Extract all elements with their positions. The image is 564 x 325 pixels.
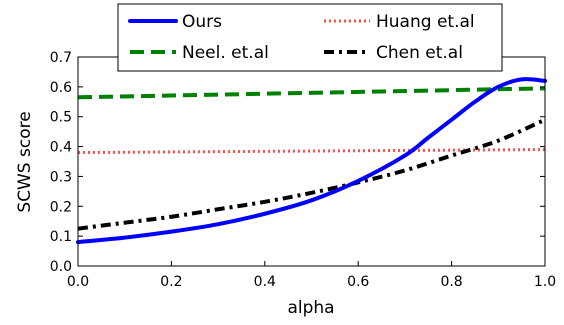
- x-tick-label: 0.2: [160, 274, 182, 290]
- y-tick-label: 0.4: [50, 140, 72, 156]
- x-tick-label: 0.0: [67, 274, 89, 290]
- y-tick-label: 0.6: [50, 80, 72, 96]
- y-tick-label: 0.1: [50, 229, 72, 245]
- legend-label: Huang et.al: [376, 12, 475, 32]
- legend-label: Neel. et.al: [182, 43, 269, 63]
- x-tick-label: 1.0: [534, 274, 556, 290]
- ticks-layer: 0.0 0.2 0.4 0.6 0.8 1.0 0.0 0.1 0.2 0.3 0.4 0.5 0.6 0…: [50, 50, 556, 290]
- y-tick-label: 0.7: [50, 50, 72, 66]
- y-tick-label: 0.5: [50, 110, 72, 126]
- legend-box: [117, 3, 503, 72]
- x-tick-label: 0.6: [347, 274, 369, 290]
- series-layer: [76, 77, 547, 245]
- x-axis-label: alpha: [287, 298, 334, 318]
- legend-label: Chen et.al: [376, 43, 463, 63]
- legend: Ours Neel. et.al Huang et.al Chen et.al: [117, 3, 503, 72]
- legend-label: Ours: [182, 12, 222, 32]
- y-tick-label: 0.3: [50, 169, 72, 185]
- series-line-neel-et-al: [77, 86, 546, 100]
- series-line-chen-et-al: [77, 117, 546, 231]
- x-tick-label: 0.4: [254, 274, 276, 290]
- y-axis-label: SCWS score: [15, 111, 35, 212]
- y-tick-label: 0.2: [50, 199, 72, 215]
- x-tick-label: 0.8: [440, 274, 462, 290]
- series-line-ours: [76, 77, 547, 245]
- y-tick-label: 0.0: [50, 259, 72, 275]
